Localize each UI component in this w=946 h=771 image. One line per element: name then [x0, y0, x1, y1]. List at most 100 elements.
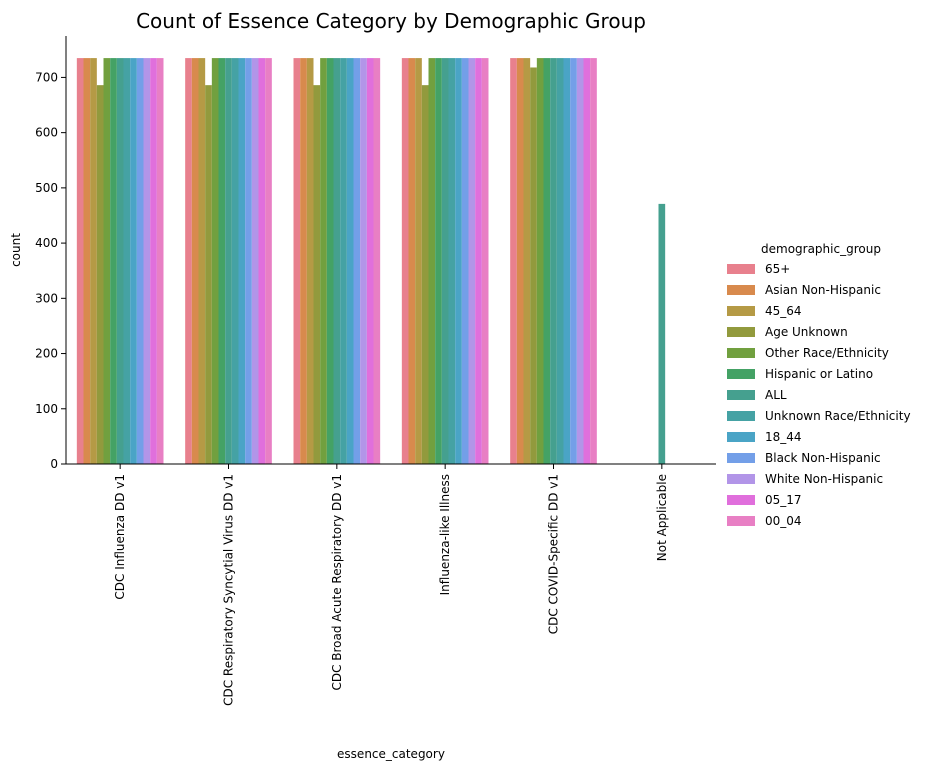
plot-area [76, 58, 666, 465]
bar [658, 203, 666, 464]
x-tick-label: CDC Influenza DD v1 [113, 474, 127, 600]
legend-label: 00_04 [765, 514, 802, 528]
bar [360, 58, 367, 464]
bar [428, 58, 436, 464]
bar [536, 58, 544, 464]
bar [103, 58, 111, 464]
legend-swatch [727, 411, 755, 421]
y-tick-label: 500 [35, 181, 58, 195]
bar [320, 58, 327, 464]
bar [550, 58, 557, 464]
bar [191, 58, 199, 464]
bar [340, 58, 347, 464]
bar [225, 58, 232, 464]
legend-label: White Non-Hispanic [765, 472, 883, 486]
y-tick-label: 100 [35, 402, 58, 416]
bar [346, 58, 354, 464]
legend-swatch [727, 432, 755, 442]
legend-label: Other Race/Ethnicity [765, 346, 889, 360]
legend-swatch [727, 474, 755, 484]
legend-label: Hispanic or Latino [765, 367, 873, 381]
bar [143, 58, 151, 464]
bar [90, 58, 97, 464]
bar [136, 58, 144, 464]
bar [590, 58, 597, 464]
legend-swatch [727, 516, 755, 526]
bar [373, 58, 381, 464]
bar [116, 58, 124, 464]
legend-label: Unknown Race/Ethnicity [765, 409, 911, 423]
y-axis-ticks: 0 100 200 300 400 500 600 700 [35, 70, 66, 471]
bar [130, 58, 137, 464]
y-tick-label: 600 [35, 126, 58, 140]
bar [408, 58, 416, 464]
bar [205, 85, 212, 464]
bar [198, 58, 206, 464]
legend-swatch [727, 327, 755, 337]
legend-label: Black Non-Hispanic [765, 451, 881, 465]
bar [570, 58, 577, 464]
bar [300, 58, 307, 464]
legend-swatch [727, 264, 755, 274]
bar [543, 58, 551, 464]
legend-label: 18_44 [765, 430, 802, 444]
y-tick-label: 200 [35, 347, 58, 361]
x-tick-label: CDC Respiratory Syncytial Virus DD v1 [222, 474, 236, 706]
bar [293, 58, 301, 464]
bar [245, 58, 252, 464]
bar [448, 58, 456, 464]
bar [421, 85, 429, 464]
legend: demographic_group 65+ Asian Non-Hispanic 4… [727, 242, 911, 528]
bar [516, 58, 524, 464]
x-tick-label: Influenza-like Illness [438, 474, 452, 595]
y-tick-label: 0 [50, 457, 58, 471]
legend-label: ALL [765, 388, 787, 402]
legend-title: demographic_group [761, 242, 881, 256]
y-tick-label: 400 [35, 236, 58, 250]
legend-label: 65+ [765, 262, 790, 276]
x-tick-label: Not Applicable [655, 474, 669, 561]
bar [468, 58, 476, 464]
x-tick-label: CDC Broad Acute Respiratory DD v1 [330, 474, 344, 691]
bar [475, 58, 482, 464]
bar [415, 58, 422, 464]
x-axis-label: essence_category [337, 747, 445, 761]
bar [251, 58, 259, 464]
bar [258, 58, 266, 464]
legend-swatch [727, 495, 755, 505]
chart-title: Count of Essence Category by Demographic… [136, 9, 646, 33]
bar [401, 58, 409, 464]
bar [530, 67, 537, 465]
bar [455, 58, 462, 464]
bar [435, 58, 442, 464]
bar [76, 58, 84, 464]
bar [150, 58, 157, 464]
bar [461, 58, 469, 464]
y-tick-label: 700 [35, 70, 58, 84]
legend-swatch [727, 285, 755, 295]
bar [441, 58, 449, 464]
legend-swatch [727, 306, 755, 316]
bar [576, 58, 584, 464]
bar [313, 85, 321, 464]
bar [523, 58, 531, 464]
bar [185, 58, 192, 464]
bar [218, 58, 226, 464]
bar [211, 58, 219, 464]
bar [265, 58, 272, 464]
bar [353, 58, 361, 464]
bar [96, 85, 104, 464]
bar [563, 58, 571, 464]
bar [366, 58, 374, 464]
bar [326, 58, 334, 464]
bar [333, 58, 341, 464]
bar [306, 58, 314, 464]
bar [110, 58, 117, 464]
legend-label: 05_17 [765, 493, 802, 507]
bar [510, 58, 517, 464]
bar [238, 58, 246, 464]
bar [231, 58, 239, 464]
x-axis-ticks: CDC Influenza DD v1 CDC Respiratory Syncy… [113, 464, 669, 706]
bar [556, 58, 564, 464]
